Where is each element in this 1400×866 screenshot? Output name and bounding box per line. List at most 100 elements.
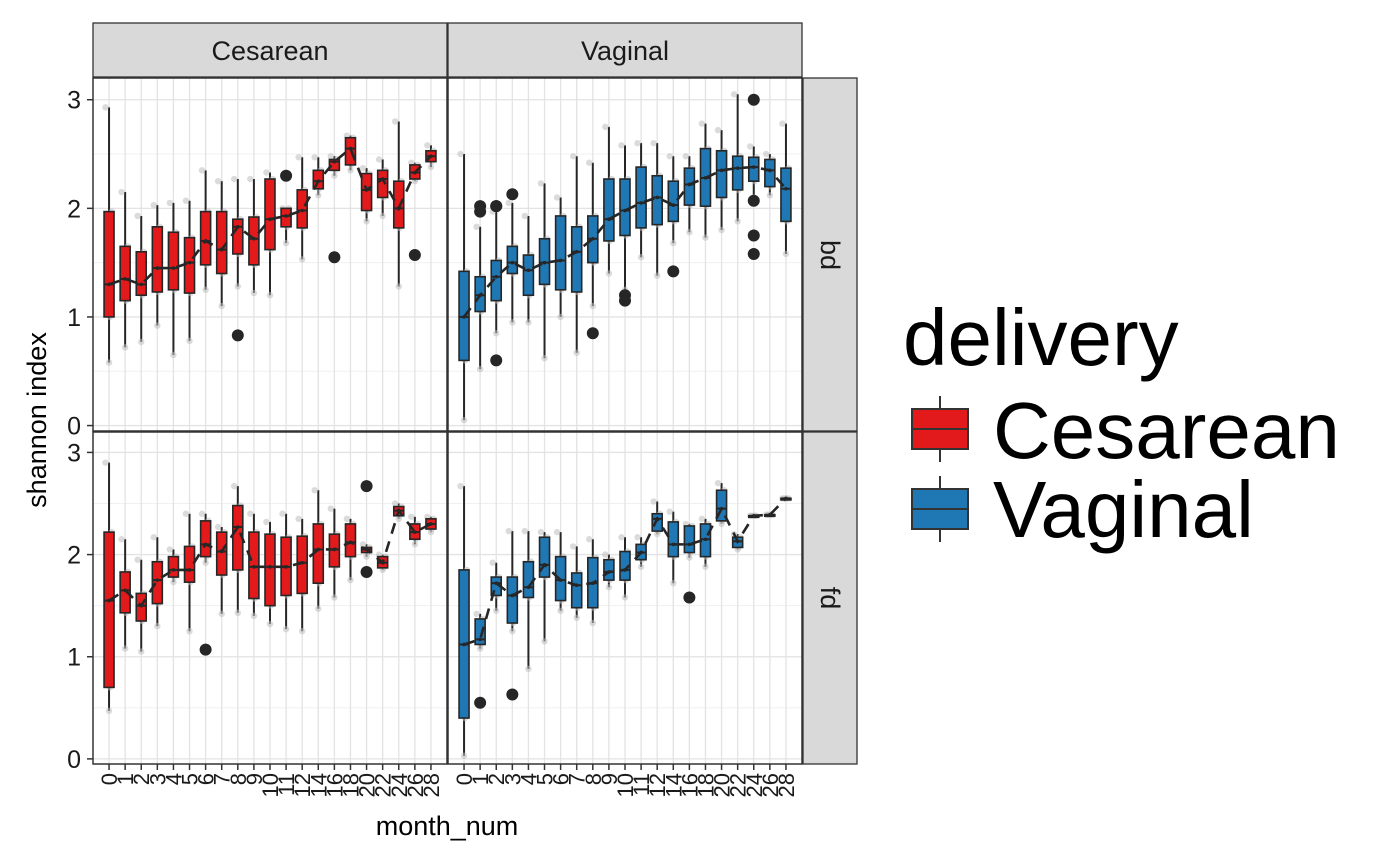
jitter-point — [327, 505, 334, 512]
box-center-point — [268, 565, 272, 569]
box-fd-vaginal-5 — [537, 528, 551, 645]
x-tick-label: 10 — [258, 773, 283, 797]
box-body — [522, 254, 535, 297]
jitter-point — [589, 302, 597, 310]
jitter-point — [473, 223, 480, 231]
jitter-point — [105, 707, 113, 715]
x-tick-label: 2 — [484, 773, 509, 785]
median-trend-line — [108, 146, 432, 286]
outlier-point — [360, 565, 373, 578]
jitter-point — [154, 322, 161, 329]
box-center-point — [655, 195, 659, 200]
legend-label-cesarean: Cesarean — [993, 386, 1340, 475]
y-tick-label: 0 — [67, 746, 81, 774]
outlier-point — [506, 688, 519, 701]
box-fd-vaginal-18 — [698, 515, 712, 571]
jitter-point — [714, 126, 722, 134]
jitter-point — [154, 622, 161, 630]
jitter-point — [134, 212, 141, 220]
jitter-point — [118, 536, 125, 543]
outlier-point — [667, 265, 680, 278]
jitter-point — [202, 559, 209, 566]
box-body — [119, 245, 131, 302]
jitter-point — [634, 139, 641, 147]
outlier-point — [683, 591, 696, 604]
jitter-point — [541, 355, 548, 362]
jitter-point — [102, 459, 109, 466]
jitter-point — [295, 154, 302, 161]
x-tick-label: 3 — [145, 773, 170, 785]
jitter-point — [363, 218, 370, 225]
jitter-point — [343, 515, 351, 523]
jitter-point — [234, 609, 242, 617]
box-body — [667, 521, 680, 558]
jitter-point — [537, 180, 545, 187]
x-tick-label: 10 — [613, 773, 638, 797]
box-center-point — [252, 565, 256, 569]
box-bd-cesarean-12 — [295, 154, 309, 263]
x-tick-label: 5 — [178, 773, 203, 785]
jitter-point — [408, 513, 415, 520]
box-center-point — [348, 146, 353, 151]
box-center-point — [155, 578, 160, 582]
x-tick-label: 20 — [355, 773, 380, 797]
jitter-point — [279, 510, 286, 517]
box-body — [506, 576, 519, 624]
jitter-point — [637, 563, 645, 571]
box-body — [103, 210, 115, 318]
box-body — [183, 545, 196, 583]
jitter-point — [121, 344, 129, 351]
jitter-point — [602, 551, 609, 558]
jitter-point — [186, 628, 193, 635]
outlier-point — [474, 200, 487, 213]
jitter-point — [553, 194, 561, 201]
jitter-point — [218, 610, 225, 618]
box-bd-cesarean-1 — [118, 188, 132, 351]
median-trend-line — [108, 507, 432, 608]
outlier-point — [747, 93, 760, 106]
box-fd-vaginal-3 — [505, 527, 519, 701]
jitter-point — [493, 607, 500, 614]
x-tick-label: 8 — [581, 773, 606, 785]
jitter-point — [105, 359, 113, 366]
outlier-point — [328, 251, 341, 264]
strip-header-vaginal-bg — [447, 22, 803, 78]
box-body — [232, 218, 244, 255]
jitter-point — [618, 534, 625, 541]
jitter-point — [138, 338, 145, 346]
box-center-point — [171, 568, 176, 572]
x-tick-label: 9 — [242, 773, 267, 785]
jitter-point — [138, 648, 145, 655]
box-center-point — [639, 201, 643, 205]
jitter-point — [573, 349, 580, 356]
jitter-point — [170, 351, 177, 359]
box-center-point — [719, 168, 724, 173]
box-fd-vaginal-4 — [521, 527, 535, 673]
box-fd-cesarean-9 — [247, 510, 260, 620]
box-bd-vaginal-28 — [779, 120, 792, 258]
x-tick-label: 1 — [468, 773, 493, 785]
box-bd-cesarean-5 — [182, 197, 196, 345]
box-bd-cesarean-2 — [134, 212, 148, 346]
box-center-point — [671, 203, 676, 207]
box-body — [135, 250, 148, 297]
median-trend-line — [463, 165, 787, 318]
jitter-point — [666, 153, 673, 160]
box-body — [570, 226, 583, 293]
jitter-point — [250, 289, 258, 297]
box-body — [199, 520, 212, 558]
jitter-point — [521, 212, 529, 220]
jitter-point — [489, 559, 496, 566]
x-tick-label: 12 — [645, 773, 670, 797]
jitter-point — [121, 645, 129, 652]
jitter-point — [586, 159, 593, 166]
x-tick-label: 26 — [758, 773, 783, 797]
box-body — [667, 180, 680, 223]
outlier-point — [408, 249, 421, 262]
jitter-point — [295, 515, 302, 523]
box-bd-vaginal-22 — [730, 91, 744, 225]
jitter-point — [263, 518, 270, 526]
jitter-point — [182, 510, 190, 517]
x-tick-label: 24 — [742, 773, 767, 797]
